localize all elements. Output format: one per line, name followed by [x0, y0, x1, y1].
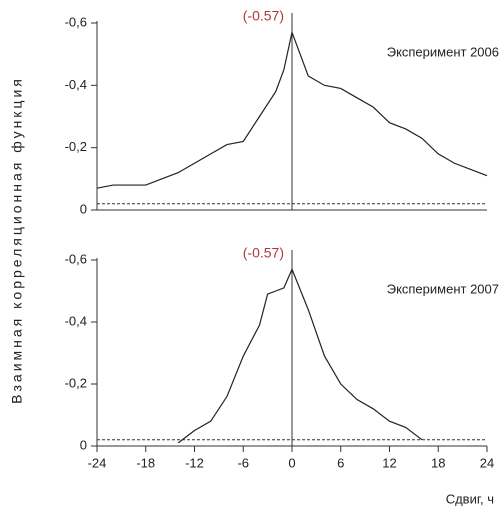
x-tick-label: -18	[136, 455, 155, 470]
annotation: (-0.57)	[243, 8, 284, 24]
x-tick-label: 6	[337, 455, 344, 470]
x-tick-label: 12	[382, 455, 396, 470]
y-tick-label: -0,6	[65, 14, 87, 29]
y-tick-label: -0,4	[65, 313, 87, 328]
series-label: Эксперимент 2007	[387, 281, 499, 296]
annotation: (-0.57)	[243, 245, 284, 261]
y-axis-label: Взаимная корреляционная функция	[9, 76, 25, 404]
y-tick-label: -0,4	[65, 77, 87, 92]
x-tick-label: -24	[88, 455, 107, 470]
y-tick-label: 0	[80, 437, 87, 452]
x-axis-label: Сдвиг, ч	[446, 491, 494, 506]
x-tick-label: -6	[237, 455, 249, 470]
x-tick-label: -12	[185, 455, 204, 470]
series-label: Эксперимент 2006	[387, 44, 499, 59]
x-tick-label: 24	[480, 455, 494, 470]
data-line	[177, 267, 423, 444]
x-tick-label: 18	[431, 455, 445, 470]
x-tick-label: 0	[288, 455, 295, 470]
y-tick-label: -0,2	[65, 375, 87, 390]
y-tick-label: -0,6	[65, 251, 87, 266]
y-tick-label: 0	[80, 201, 87, 216]
data-line	[96, 30, 488, 189]
y-tick-label: -0,2	[65, 139, 87, 154]
